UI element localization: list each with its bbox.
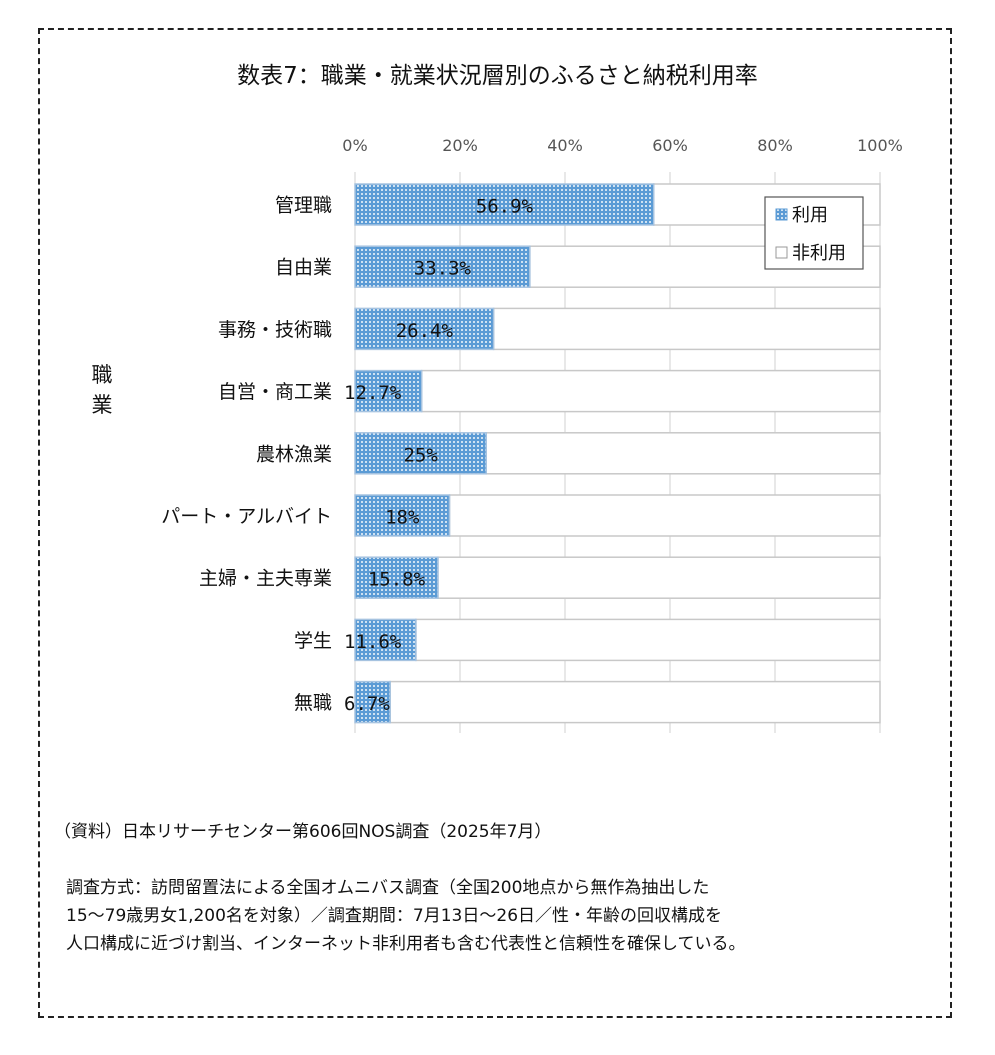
x-tick-label: 100% (857, 136, 903, 155)
bar-nonuse (485, 432, 881, 475)
bar-use (354, 245, 531, 288)
category-label: 学生 (294, 630, 332, 652)
bar-nonuse (492, 307, 881, 351)
category-label: 事務・技術職 (218, 319, 332, 341)
bar-use (354, 618, 417, 662)
source-note: （資料）日本リサーチセンター第606回NOS調査（2025年7月） (54, 822, 552, 842)
data-label: 25% (403, 444, 438, 466)
data-label: 6.7% (344, 693, 390, 715)
legend-swatch-nonuse (775, 246, 788, 259)
legend-label-nonuse: 非利用 (792, 243, 846, 264)
chart-area: 0% 20% 40% 60% 80% 100% 管理職 56.9% 自由業 33.3% 事務・技術職… (92, 136, 903, 733)
bar-nonuse (448, 494, 881, 537)
x-tick-label: 60% (652, 136, 688, 155)
x-tick-label: 80% (757, 136, 793, 155)
method-note-line: 15～79歳男女1,200名を対象）／調査期間：7月13日～26日／性・年齢の回… (66, 906, 723, 926)
method-note: 調査方式：訪問留置法による全国オムニバス調査（全国200地点から無作為抽出した … (66, 874, 746, 958)
category-label: 主婦・主夫専業 (199, 568, 332, 590)
y-axis-title: 職 (92, 363, 113, 387)
bar-nonuse (415, 618, 881, 662)
bar-use (354, 307, 495, 351)
x-tick-label: 20% (442, 136, 478, 155)
data-label: 12.7% (344, 382, 402, 404)
data-label: 33.3% (414, 258, 472, 280)
bar-use (354, 680, 391, 724)
chart-title: 数表7：職業・就業状況層別のふるさと納税利用率 (237, 63, 758, 89)
data-label: 15.8% (368, 569, 426, 591)
bar-use (354, 432, 487, 475)
figure-frame (38, 28, 952, 1018)
x-tick-label: 0% (342, 136, 367, 155)
method-note-line: 人口構成に近づけ割当、インターネット非利用者も含む代表性と信頼性を確保している。 (66, 934, 746, 954)
category-label: 自由業 (275, 257, 332, 279)
bar-use (354, 183, 655, 226)
data-label: 18% (385, 507, 420, 529)
category-label: 自営・商工業 (218, 381, 332, 403)
category-label: 農林漁業 (256, 443, 332, 465)
bar-use (354, 494, 451, 537)
bar-nonuse (420, 369, 881, 413)
data-label: 26.4% (396, 320, 454, 342)
data-label: 56.9% (476, 196, 534, 218)
legend-swatch-use (775, 208, 788, 221)
bar-nonuse (437, 556, 881, 599)
bar-use (354, 556, 439, 599)
method-note-line: 調査方式：訪問留置法による全国オムニバス調査（全国200地点から無作為抽出した (66, 878, 710, 898)
data-label: 11.6% (344, 631, 402, 653)
y-axis-title: 業 (92, 393, 113, 417)
category-label: 無職 (294, 692, 332, 714)
category-label: 管理職 (275, 195, 332, 217)
legend-label-use: 利用 (792, 205, 828, 226)
x-tick-label: 40% (547, 136, 583, 155)
bar-nonuse (389, 680, 881, 724)
bar-use (354, 369, 423, 413)
category-label: パート・アルバイト (161, 506, 332, 528)
